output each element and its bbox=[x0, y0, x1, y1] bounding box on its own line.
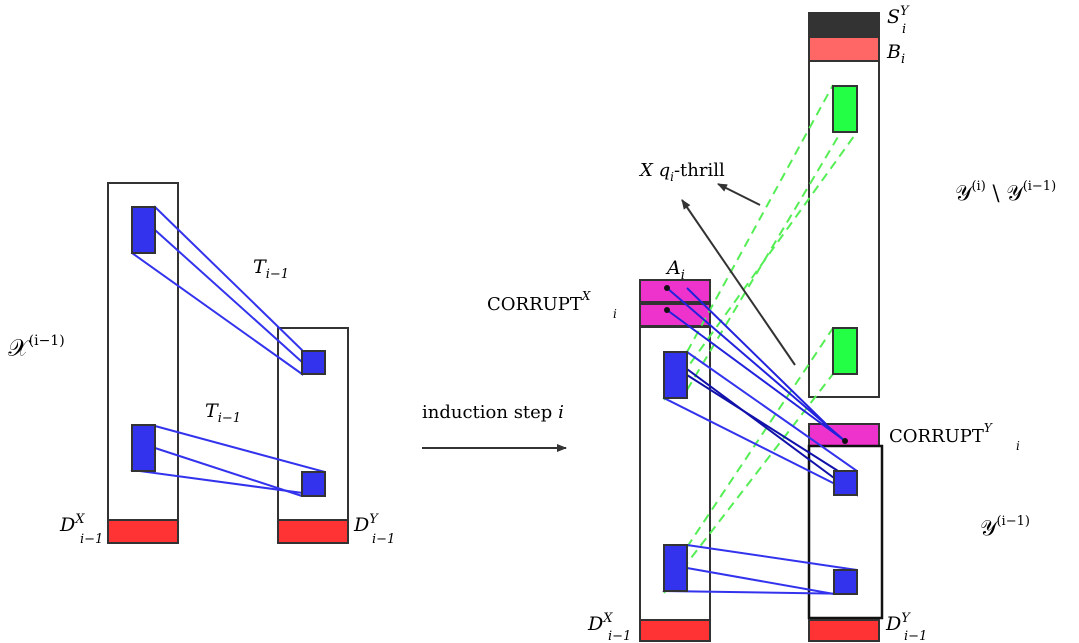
green-dash-5 bbox=[686, 104, 858, 391]
green-dash-4 bbox=[663, 131, 858, 401]
right-corrupt-x-label: CORRUPTXi bbox=[487, 289, 617, 321]
thrill-arrow-1 bbox=[717, 183, 761, 206]
right-dy-bar bbox=[808, 619, 880, 642]
left-link-bottom-mid bbox=[154, 447, 303, 497]
left-x-set-label: 𝒳(i−1) bbox=[8, 333, 65, 362]
right-x-block-top bbox=[663, 351, 688, 399]
right-y-block-top bbox=[833, 470, 858, 496]
left-y-block-bottom bbox=[301, 471, 326, 497]
left-dy-label: DY i−1 bbox=[353, 512, 395, 547]
right-corrupt-y-label: CORRUPTYi bbox=[889, 421, 1020, 453]
right-y-block-bottom bbox=[833, 569, 858, 595]
left-link-bottom bbox=[130, 424, 326, 498]
corrupt-link-3 bbox=[686, 287, 827, 425]
right-b-bar bbox=[808, 36, 880, 62]
induction-arrow-label: induction step i bbox=[422, 402, 564, 423]
right-a-block bbox=[639, 279, 711, 303]
right-a-label: Ai bbox=[665, 257, 685, 283]
right-x-block-bottom bbox=[663, 544, 688, 592]
left-dx-label: DX i−1 bbox=[59, 512, 103, 547]
green-dash-1 bbox=[686, 84, 834, 353]
left-x-block-top bbox=[131, 206, 156, 254]
corrupt-dot-x bbox=[664, 307, 670, 313]
left-dy-bar bbox=[277, 519, 349, 544]
left-y-block-top bbox=[301, 350, 326, 375]
corrupt-link-1 bbox=[666, 287, 846, 442]
left-t-top-label: Ti−1 bbox=[253, 256, 289, 282]
corrupt-link-2 bbox=[666, 309, 846, 442]
corrupt-dot-a bbox=[664, 285, 670, 291]
green-block-bottom bbox=[832, 327, 858, 375]
right-y-prev-label: 𝒴(i−1) bbox=[980, 514, 1030, 540]
right-dx-label: DX i−1 bbox=[587, 611, 631, 643]
corrupt-dot-y bbox=[842, 438, 848, 444]
right-link-top-dark2 bbox=[686, 374, 858, 484]
left-dx-bar bbox=[107, 519, 179, 544]
right-dy-label: DY i−1 bbox=[885, 611, 927, 643]
right-link-bottom-mid bbox=[686, 567, 835, 595]
green-block-top bbox=[832, 85, 858, 133]
right-b-label: Bi bbox=[886, 41, 905, 67]
left-link-top-mid bbox=[154, 229, 303, 363]
left-t-bottom-label: Ti−1 bbox=[205, 400, 241, 426]
right-link-top-dark1 bbox=[663, 351, 858, 496]
thrill-arrow-2 bbox=[681, 199, 796, 366]
left-x-block-bottom bbox=[131, 424, 156, 472]
thrill-label: X qi-thrill bbox=[638, 160, 725, 184]
right-s-label: SY i bbox=[887, 4, 910, 37]
right-s-bar bbox=[808, 12, 880, 38]
right-y-prev-box bbox=[807, 444, 884, 620]
right-y-diff-label: 𝒴(i) \ 𝒴(i−1) bbox=[955, 179, 1056, 205]
right-dx-bar bbox=[639, 619, 711, 642]
